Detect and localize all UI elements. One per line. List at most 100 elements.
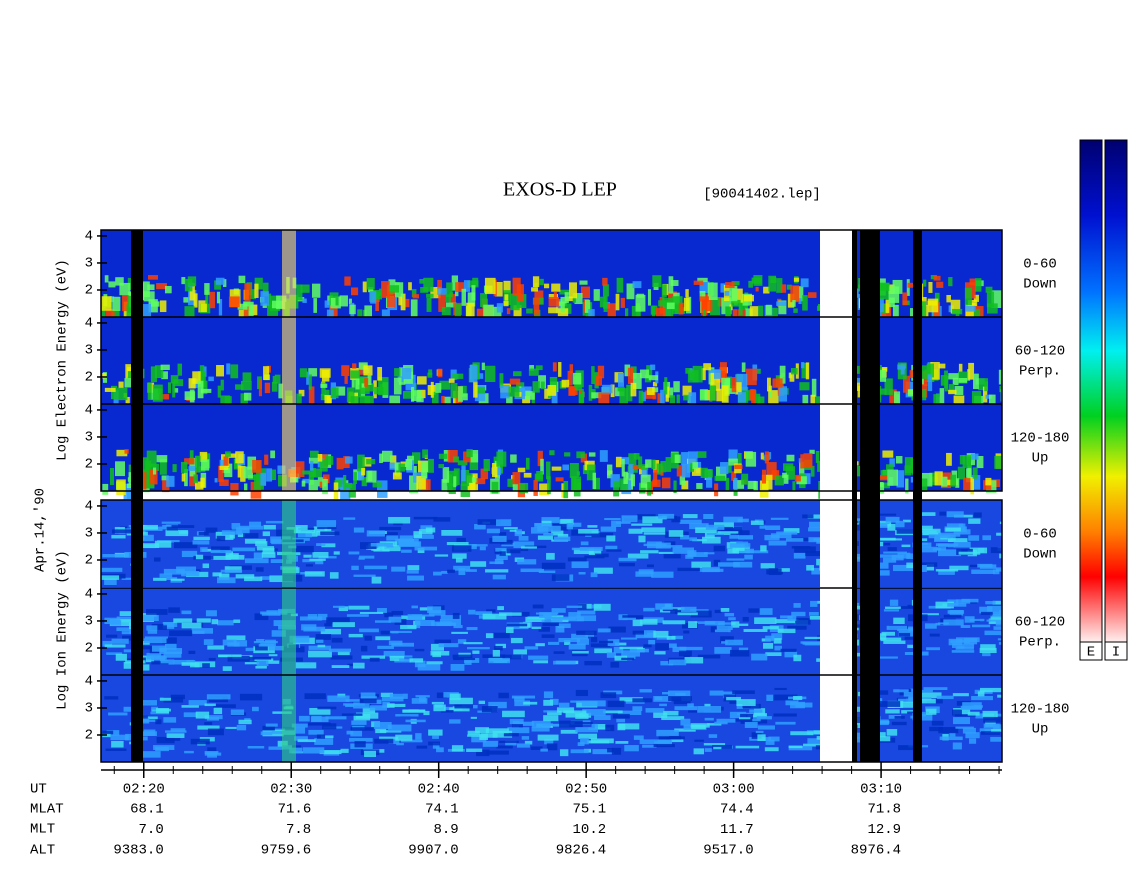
spectrum-texture [122,635,135,641]
spectrum-texture [343,703,365,706]
spectrum-texture [239,525,264,530]
spectrum-texture [810,600,818,607]
spectrum-texture [719,362,727,379]
spectrum-texture [387,291,395,308]
spectrum-texture [977,563,993,568]
spectrum-texture [973,512,982,518]
spectrum-texture [690,463,695,472]
spectrum-texture [740,713,754,719]
spectrum-texture [248,657,272,660]
spectrum-texture [998,369,1002,385]
spectrum-texture [999,609,1002,614]
spectrum-texture [471,735,487,743]
spectrum-texture [906,562,914,569]
spectrum-texture [986,291,995,308]
spectrum-texture [725,477,730,491]
spectrum-texture [406,570,419,574]
spectrum-texture [381,450,393,462]
spectrum-texture [510,454,517,463]
spectrum-texture [197,380,204,399]
spectrum-texture [952,742,962,750]
spectrum-texture [602,384,613,394]
spectrum-texture [417,389,426,399]
spectrum-texture [138,543,160,549]
spectrum-texture [359,611,384,614]
spectrum-texture [615,293,620,311]
spectrum-texture [713,545,726,552]
spectrum-texture [102,730,114,735]
spectrum-texture [791,611,806,617]
spectrum-texture [502,710,525,718]
spectrum-texture [440,615,462,620]
spectrum-texture [605,724,615,732]
spectrum-texture [957,466,965,480]
spectrum-texture [765,652,782,657]
spectrum-texture [1001,309,1002,322]
spectrum-texture [428,741,441,746]
spectrum-texture [681,606,697,612]
spectrum-texture [738,623,749,626]
spectrum-texture [321,543,336,548]
spectrum-texture [725,639,743,646]
spectrum-texture [106,634,118,638]
spectrum-texture [364,635,372,641]
spectrum-texture [574,721,593,725]
spectrum-texture [416,745,428,749]
spectrum-texture [144,470,155,489]
y-tick-label: 2 [85,553,93,569]
spectrum-texture [894,716,905,719]
spectrum-texture [252,706,259,712]
spectrum-texture [967,461,972,479]
spectrum-texture [302,478,310,484]
spectrum-texture [946,523,964,527]
y-tick-label: 2 [85,641,93,657]
spectrum-texture [971,453,979,460]
spectrum-texture [975,278,982,292]
spectrum-texture [205,610,217,617]
spectrum-texture [652,275,662,288]
spectrum-texture [671,635,683,640]
spectrum-texture [244,576,263,582]
spectrum-texture [761,469,767,484]
spectrum-texture [564,640,571,645]
spectrum-texture [801,362,805,369]
spectrum-texture [315,634,332,640]
spectrum-texture [481,362,485,371]
spectrum-texture [704,532,715,539]
spectrum-texture [608,626,626,633]
spectrum-texture [938,363,946,369]
spectrum-texture [244,662,260,665]
spectrum-texture [971,624,991,628]
spectrum-texture [520,568,544,573]
spectrum-texture [215,277,225,285]
spectrum-texture [659,545,683,548]
spectrum-texture [452,654,473,659]
spectrum-texture [402,390,414,399]
spectrum-texture [738,535,754,540]
spectrum-texture [984,630,1002,636]
spectrum-texture [426,661,443,665]
spectrum-texture [800,278,809,288]
spectrum-texture [390,630,412,634]
spectrum-texture [616,277,624,293]
spectrum-texture [189,468,197,487]
spectrum-texture [205,527,218,533]
spectrum-texture [256,660,269,667]
spectrum-texture [162,622,175,629]
spectrum-texture [116,449,128,457]
spectrum-texture [437,368,443,378]
spectrum-texture [760,545,767,552]
spectrum-texture [454,704,474,709]
spectrum-texture [593,567,613,574]
spectrum-texture [441,570,448,574]
spectrum-texture [652,381,658,387]
ephemeris-value: 9383.0 [113,843,163,859]
spectrum-texture [778,300,787,315]
spectrum-texture [241,380,252,391]
spectrum-texture [563,710,587,714]
spectrum-texture [101,296,112,311]
spectrum-texture [547,476,551,495]
spectrum-texture [559,289,570,295]
spectrum-texture [452,373,464,379]
spectrum-texture [564,292,569,304]
